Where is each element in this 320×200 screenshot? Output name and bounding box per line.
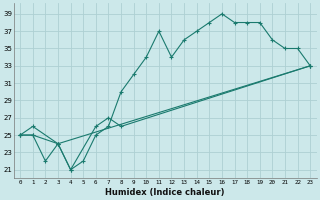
X-axis label: Humidex (Indice chaleur): Humidex (Indice chaleur) xyxy=(106,188,225,197)
